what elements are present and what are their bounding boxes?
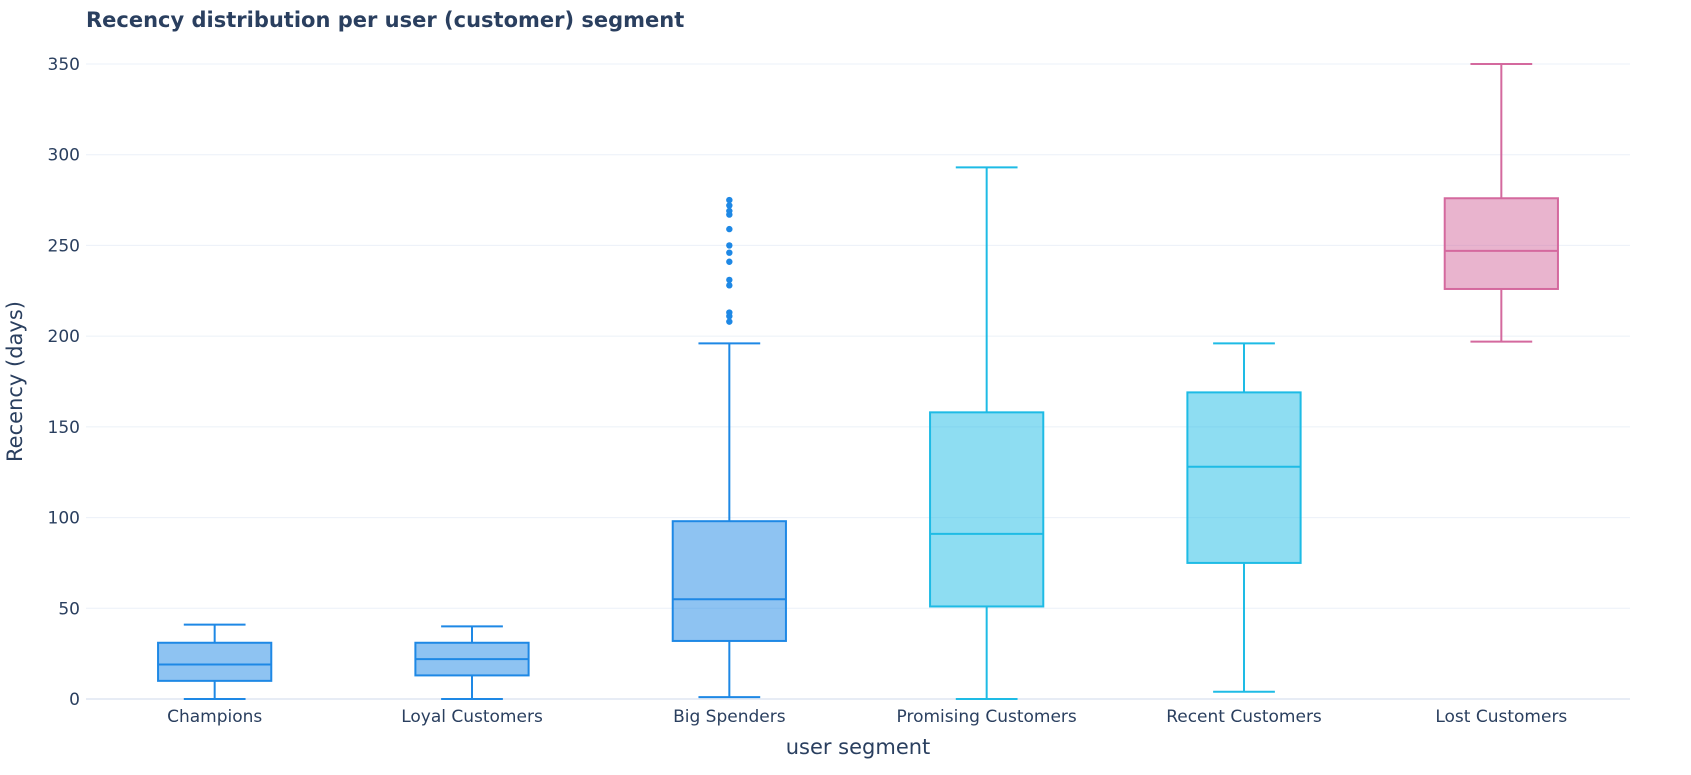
box-champions <box>157 623 273 700</box>
y-tick-label: 300 <box>48 146 80 166</box>
box-iqr <box>1186 391 1302 564</box>
box-iqr <box>157 641 273 682</box>
box-iqr <box>1443 197 1559 290</box>
x-tick-label: Loyal Customers <box>401 707 543 727</box>
box-iqr <box>929 411 1045 608</box>
x-tick-label: Promising Customers <box>897 707 1077 727</box>
outlier-point <box>726 207 733 215</box>
outlier-point <box>726 276 733 284</box>
outlier-point <box>726 318 733 325</box>
outlier-point <box>726 196 733 204</box>
box-loyal-customers <box>414 625 530 700</box>
outlier-point <box>726 242 733 249</box>
x-tick-label: Recent Customers <box>1166 707 1322 727</box>
outlier-point <box>726 225 733 233</box>
y-tick-label: 100 <box>48 509 80 529</box>
outlier-point <box>726 202 733 209</box>
outlier-point <box>726 309 733 316</box>
x-tick-label: Lost Customers <box>1435 707 1567 727</box>
chart-title: Recency distribution per user (customer)… <box>86 8 685 32</box>
y-tick-label: 250 <box>48 236 80 256</box>
y-tick-label: 50 <box>58 599 80 619</box>
y-axis-title: Recency (days) <box>3 301 27 462</box>
x-tick-label: Big Spenders <box>673 707 786 727</box>
x-tick-label: Champions <box>167 707 262 727</box>
outlier-point <box>726 258 733 265</box>
box-iqr <box>671 520 787 642</box>
outlier-point <box>726 282 733 289</box>
axes: 0 50 100 150 200 250 300 350 Champions Loyal Cust… <box>48 55 1568 727</box>
box-lost-customers <box>1443 63 1559 343</box>
y-tick-label: 200 <box>48 327 80 347</box>
outlier-point <box>726 249 733 256</box>
gridlines <box>86 63 1630 700</box>
y-tick-label: 350 <box>48 55 80 75</box>
box-series <box>157 63 1559 700</box>
y-tick-label: 150 <box>48 418 80 438</box>
box-big-spenders <box>671 196 787 699</box>
box-recent-customers <box>1186 342 1302 693</box>
y-tick-label: 0 <box>69 690 80 710</box>
box-promising-customers <box>929 166 1045 700</box>
x-axis-title: user segment <box>786 735 931 759</box>
